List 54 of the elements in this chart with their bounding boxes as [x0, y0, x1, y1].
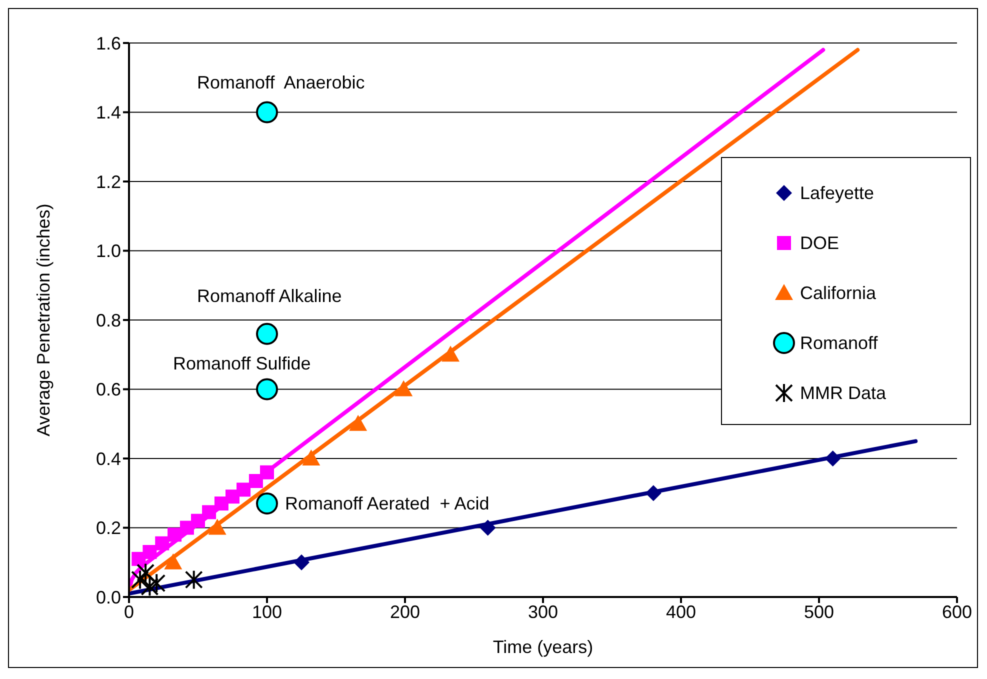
point — [394, 380, 413, 396]
legend-label: Romanoff — [800, 332, 878, 354]
x-tick-label: 0 — [124, 602, 134, 622]
point — [260, 465, 274, 480]
annotation: Romanoff Sulfide — [173, 353, 311, 374]
annotation: Romanoff Aerated + Acid — [285, 494, 490, 514]
x-tick-label: 200 — [390, 602, 420, 622]
y-axis-title: Average Penetration (inches) — [33, 204, 54, 436]
y-tick-label: 0.2 — [96, 518, 121, 538]
point — [131, 570, 150, 590]
point — [155, 536, 170, 550]
y-tick-label: 0.6 — [96, 380, 121, 400]
point — [136, 562, 155, 583]
x-tick-label: 500 — [804, 602, 834, 622]
y-tick-label: 1.4 — [96, 102, 121, 123]
point — [442, 346, 460, 362]
x-tick-label: 300 — [528, 602, 558, 622]
y-tick-label: 1.6 — [96, 33, 121, 54]
point — [256, 378, 278, 400]
annotation: Romanoff Alkaline — [197, 286, 342, 306]
point — [236, 482, 251, 497]
annotation: Romanoff Anaerobic — [197, 72, 365, 92]
point — [164, 553, 182, 570]
point — [294, 554, 310, 570]
point — [349, 414, 368, 431]
point — [148, 573, 166, 594]
point — [256, 322, 278, 345]
point — [191, 514, 205, 528]
y-tick-label: 0.0 — [96, 587, 121, 608]
point — [256, 492, 278, 515]
point — [208, 518, 226, 535]
x-tick-label: 100 — [252, 602, 282, 622]
y-tick-label: 0.4 — [96, 448, 121, 469]
point — [184, 570, 203, 590]
legend-label: DOE — [800, 232, 840, 254]
x-tick-label: 400 — [666, 602, 696, 622]
x-axis-title: Time (years) — [492, 637, 594, 657]
legend-label: MMR Data — [800, 382, 886, 404]
point — [202, 505, 216, 520]
point — [824, 450, 841, 466]
point — [480, 520, 496, 536]
point — [302, 450, 320, 466]
x-tick-label: 600 — [942, 602, 972, 622]
point — [256, 101, 278, 124]
point — [140, 576, 159, 597]
point — [248, 474, 263, 488]
y-tick-label: 0.8 — [96, 310, 121, 330]
y-tick-label: 1.2 — [96, 172, 121, 192]
point — [142, 544, 157, 559]
legend-label: Lafeyette — [800, 182, 874, 204]
point — [168, 528, 182, 542]
point — [645, 485, 662, 502]
y-tick-label: 1.0 — [96, 241, 121, 262]
legend-label: California — [800, 282, 876, 304]
